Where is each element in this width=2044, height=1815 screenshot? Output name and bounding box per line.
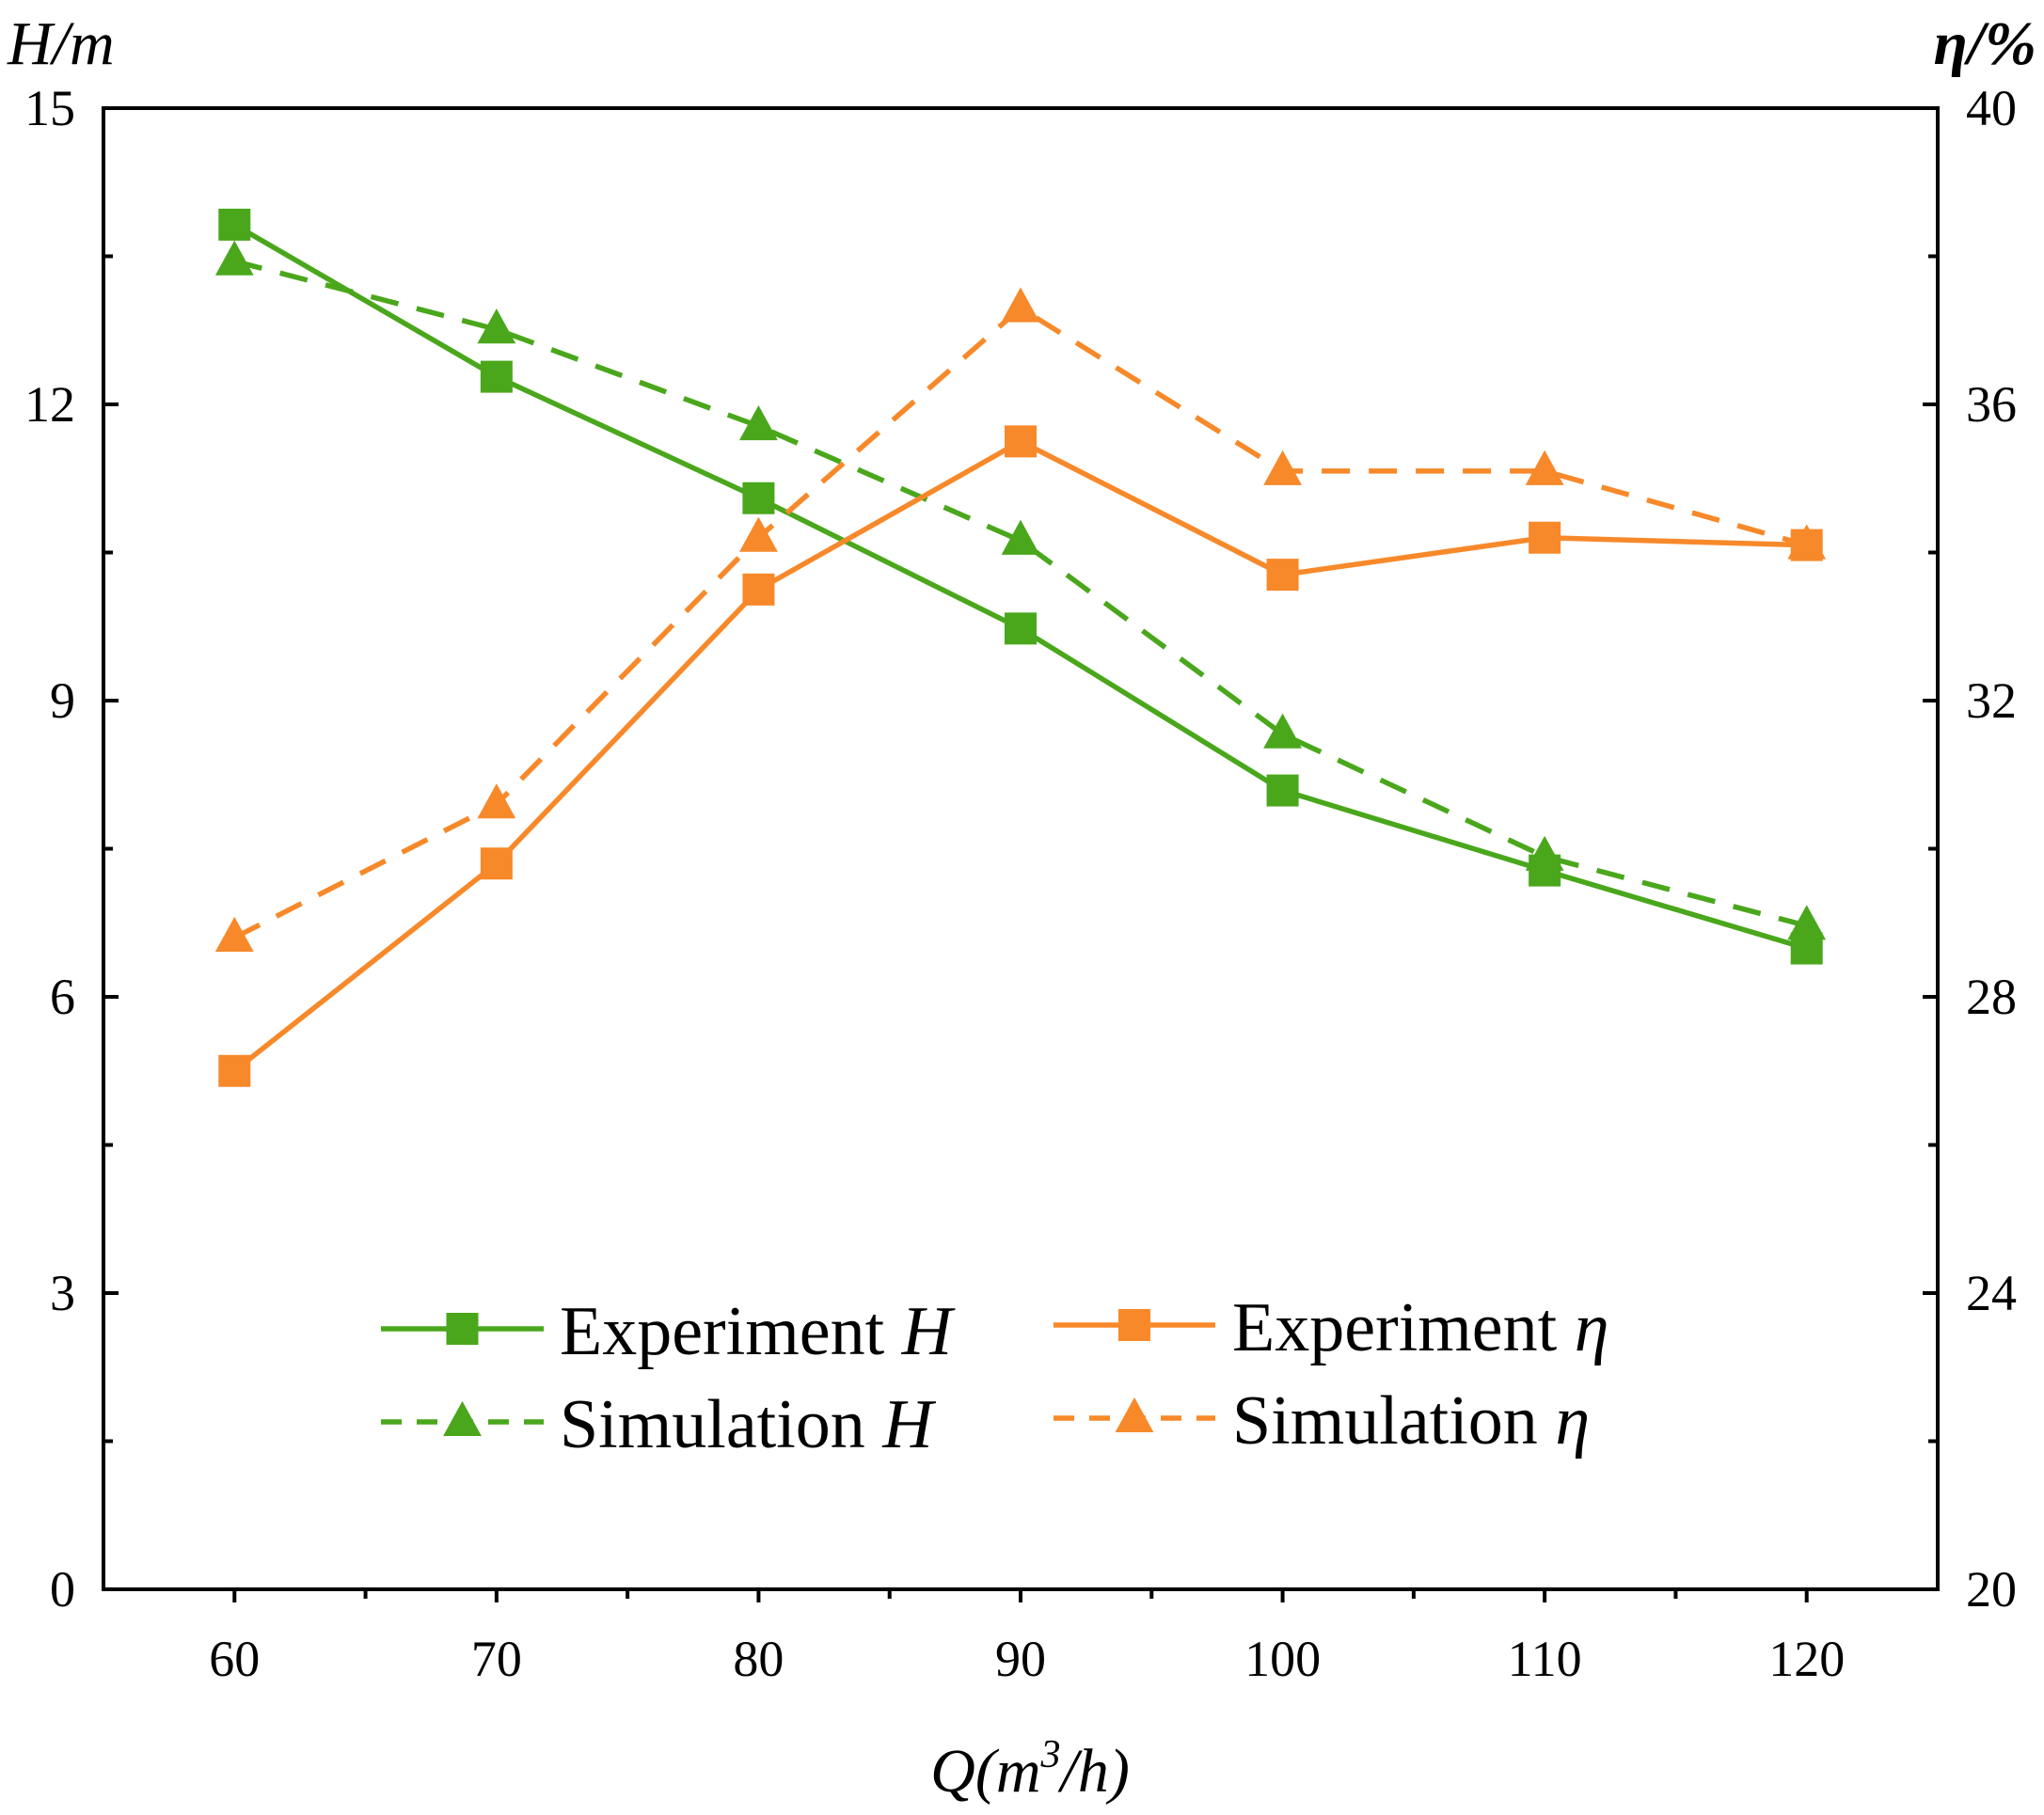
legend-label-main: Simulation [560, 1386, 882, 1463]
data-point [1005, 612, 1037, 645]
y-right-tick-label: 24 [1966, 1265, 2017, 1321]
y-left-tick-label: 6 [50, 969, 75, 1025]
data-point [739, 516, 778, 552]
y-right-tick-label: 36 [1966, 376, 2017, 433]
data-point [742, 573, 775, 606]
data-point [1525, 835, 1564, 871]
legend-label-main: Experiment [560, 1293, 902, 1370]
series-layer [214, 208, 1827, 1087]
legend-label: Simulation η [1232, 1382, 1590, 1460]
legend-item: Experiment η [1054, 1289, 1608, 1366]
legend-label-main: Experiment [1232, 1289, 1575, 1366]
data-point [218, 208, 251, 241]
legend-item: Simulation H [381, 1386, 936, 1463]
legend-label: Simulation H [560, 1386, 936, 1463]
data-point [477, 783, 516, 819]
data-point [1266, 559, 1299, 592]
x-tick-label: 120 [1768, 1631, 1845, 1687]
data-point [1001, 519, 1040, 555]
data-point [1787, 905, 1827, 940]
x-axis-title-main: Q(m [930, 1737, 1040, 1806]
legend-marker [1118, 1309, 1150, 1341]
series-3 [214, 287, 1827, 952]
y-left-tick-label: 0 [50, 1561, 75, 1618]
y-left-tick-label: 12 [24, 376, 75, 433]
x-tick-label: 110 [1508, 1631, 1582, 1687]
legend-label-var: η [1555, 1382, 1590, 1460]
y-left-tick-label: 9 [50, 672, 75, 729]
data-point [1005, 425, 1037, 458]
data-point [1787, 524, 1827, 560]
series-2 [218, 425, 1823, 1087]
series-1 [214, 240, 1827, 940]
x-axis-title-tail: /h) [1056, 1737, 1129, 1806]
data-point [480, 847, 513, 880]
data-point [742, 481, 775, 514]
legend-label: Experiment η [1232, 1289, 1608, 1366]
data-point [1525, 450, 1564, 485]
data-point [214, 916, 254, 952]
legend-label: Experiment H [560, 1293, 956, 1370]
data-point [1263, 713, 1302, 749]
data-point [480, 360, 513, 393]
x-tick-label: 90 [995, 1631, 1046, 1687]
legend-label-var: H [881, 1386, 936, 1463]
y-left-axis-title: H/m [7, 9, 115, 78]
x-tick-label: 70 [471, 1631, 522, 1687]
y-right-tick-label: 28 [1966, 969, 2017, 1025]
y-right-axis-title: η/% [1933, 9, 2036, 78]
data-point [477, 308, 516, 344]
data-point [1001, 287, 1040, 323]
y-right-tick-label: 20 [1966, 1561, 2017, 1618]
x-tick-label: 60 [209, 1631, 260, 1687]
legend-label-main: Simulation [1232, 1382, 1555, 1460]
legend-item: Simulation η [1054, 1382, 1590, 1460]
x-tick-label: 80 [733, 1631, 784, 1687]
legend-label-var: H [901, 1293, 956, 1370]
legend-marker [446, 1313, 479, 1345]
x-axis-title: Q(m3/h) [930, 1733, 1130, 1806]
legend-label-var: η [1575, 1289, 1609, 1366]
data-point [214, 240, 254, 276]
y-left-tick-label: 3 [50, 1265, 75, 1321]
data-point [1529, 521, 1561, 554]
y-left-tick-label: 15 [24, 80, 75, 136]
legend-item: Experiment H [381, 1293, 956, 1370]
x-axis-title-sup: 3 [1039, 1733, 1060, 1776]
legend-marker [443, 1400, 482, 1436]
data-point [1266, 774, 1299, 807]
y-right-tick-label: 40 [1966, 80, 2017, 136]
data-point [218, 1054, 251, 1087]
data-point [1263, 450, 1302, 485]
x-tick-label: 100 [1244, 1631, 1321, 1687]
y-right-tick-label: 32 [1966, 672, 2017, 729]
legend-marker [1115, 1397, 1154, 1432]
data-point [739, 404, 778, 441]
